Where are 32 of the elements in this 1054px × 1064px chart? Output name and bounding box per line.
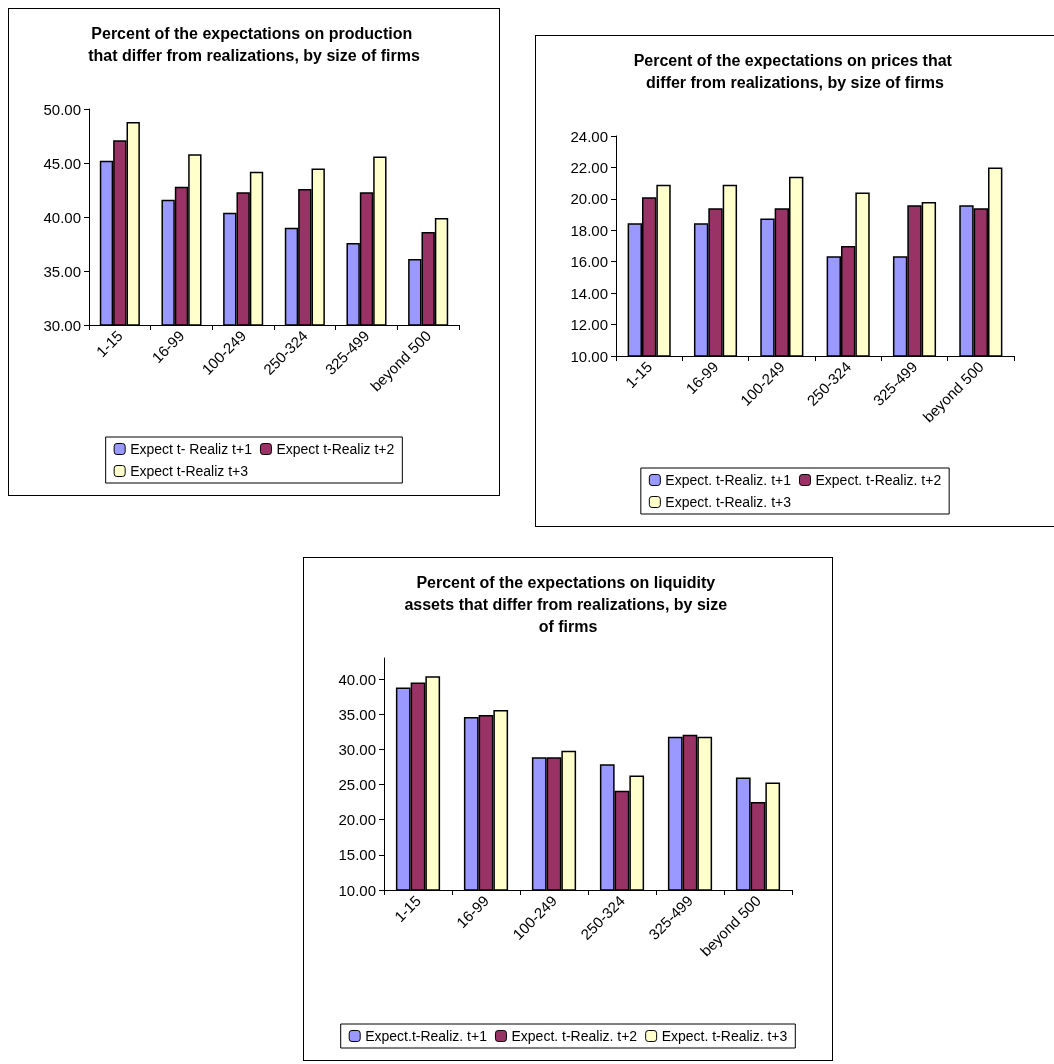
- legend-label: Expect t- Realiz t+1: [130, 441, 253, 457]
- legend-label: Expect. t-Realiz. t+2: [815, 472, 942, 488]
- y-tick-label: 45.00: [43, 154, 81, 172]
- y-tick-label: 12.00: [570, 316, 608, 334]
- y-tick-label: 30.00: [43, 316, 81, 334]
- y-tick-label: 15.00: [338, 846, 376, 864]
- y-tick-label: 35.00: [43, 262, 81, 280]
- legend-label: Expect. t-Realiz. t+3: [661, 1028, 788, 1044]
- y-tick-label: 18.00: [570, 221, 608, 239]
- y-tick-label: 22.00: [570, 158, 608, 176]
- y-tick-label: 20.00: [338, 811, 376, 829]
- y-tick-label: 30.00: [338, 740, 376, 758]
- legend-label: Expect t-Realiz t+2: [276, 441, 395, 457]
- chart-title: Percent of the expectations on liquidity assets that differ from realizations, by size of firms: [404, 573, 732, 635]
- y-tick-label: 10.00: [570, 347, 608, 365]
- legend-label: Expect t-Realiz t+3: [130, 463, 249, 479]
- chart-title: Percent of the expectations on production that differ from realizations, by size of firms: [88, 24, 420, 64]
- y-tick-label: 24.00: [570, 127, 608, 145]
- y-tick-label: 20.00: [570, 190, 608, 208]
- y-tick-label: 25.00: [338, 776, 376, 794]
- y-tick-label: 40.00: [338, 670, 376, 688]
- y-tick-label: 35.00: [338, 705, 376, 723]
- legend-label: Expect.t-Realiz. t+1: [365, 1028, 488, 1044]
- chart-title: Percent of the expectations on prices that differ from realizations, by size of firms: [633, 51, 957, 91]
- legend-label: Expect. t-Realiz. t+3: [665, 494, 792, 510]
- legend-label: Expect. t-Realiz. t+1: [665, 472, 792, 488]
- legend-label: Expect. t-Realiz. t+2: [511, 1028, 638, 1044]
- y-tick-label: 50.00: [43, 100, 81, 118]
- y-tick-label: 10.00: [338, 881, 376, 899]
- y-tick-label: 40.00: [43, 208, 81, 226]
- y-tick-label: 14.00: [570, 284, 608, 302]
- y-tick-label: 16.00: [570, 253, 608, 271]
